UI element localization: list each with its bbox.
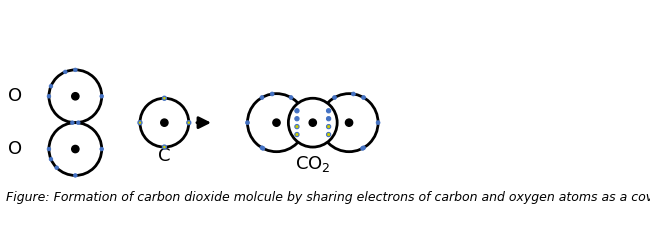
- Circle shape: [49, 157, 53, 161]
- Circle shape: [261, 146, 265, 150]
- Circle shape: [309, 119, 317, 126]
- Circle shape: [72, 93, 79, 100]
- Circle shape: [246, 121, 250, 125]
- Circle shape: [260, 146, 264, 150]
- Circle shape: [140, 98, 188, 147]
- Circle shape: [47, 147, 51, 151]
- Circle shape: [320, 94, 378, 152]
- Circle shape: [49, 84, 53, 88]
- Circle shape: [326, 132, 331, 137]
- Circle shape: [289, 98, 337, 147]
- Text: CO$_2$: CO$_2$: [295, 154, 331, 173]
- Circle shape: [376, 121, 380, 125]
- Circle shape: [77, 121, 80, 124]
- Circle shape: [326, 109, 331, 113]
- Circle shape: [100, 147, 103, 151]
- Circle shape: [295, 132, 299, 137]
- Circle shape: [260, 96, 264, 99]
- Circle shape: [289, 96, 293, 99]
- Circle shape: [361, 96, 365, 99]
- Text: O: O: [8, 87, 22, 105]
- Circle shape: [295, 124, 299, 129]
- Circle shape: [345, 119, 353, 126]
- Circle shape: [295, 117, 299, 121]
- Text: Figure: Formation of carbon dioxide molcule by sharing electrons of carbon and o: Figure: Formation of carbon dioxide molc…: [6, 191, 650, 204]
- Circle shape: [352, 92, 356, 96]
- Circle shape: [49, 70, 101, 123]
- Circle shape: [187, 121, 190, 125]
- Circle shape: [270, 92, 274, 96]
- Circle shape: [47, 94, 51, 98]
- Circle shape: [100, 94, 103, 98]
- Circle shape: [64, 70, 67, 74]
- Circle shape: [138, 121, 142, 125]
- Circle shape: [162, 145, 166, 149]
- Circle shape: [49, 123, 101, 175]
- Circle shape: [72, 146, 79, 153]
- Circle shape: [55, 166, 58, 170]
- Circle shape: [161, 119, 168, 126]
- Circle shape: [361, 146, 365, 150]
- Circle shape: [273, 119, 280, 126]
- Circle shape: [333, 96, 337, 99]
- Circle shape: [326, 124, 331, 129]
- Circle shape: [295, 109, 299, 113]
- Circle shape: [326, 117, 331, 121]
- Circle shape: [248, 94, 306, 152]
- Circle shape: [70, 121, 74, 124]
- Circle shape: [361, 146, 365, 150]
- Circle shape: [73, 173, 77, 177]
- Circle shape: [73, 68, 77, 72]
- Text: O: O: [8, 140, 22, 158]
- Text: C: C: [158, 147, 170, 165]
- Circle shape: [162, 96, 166, 100]
